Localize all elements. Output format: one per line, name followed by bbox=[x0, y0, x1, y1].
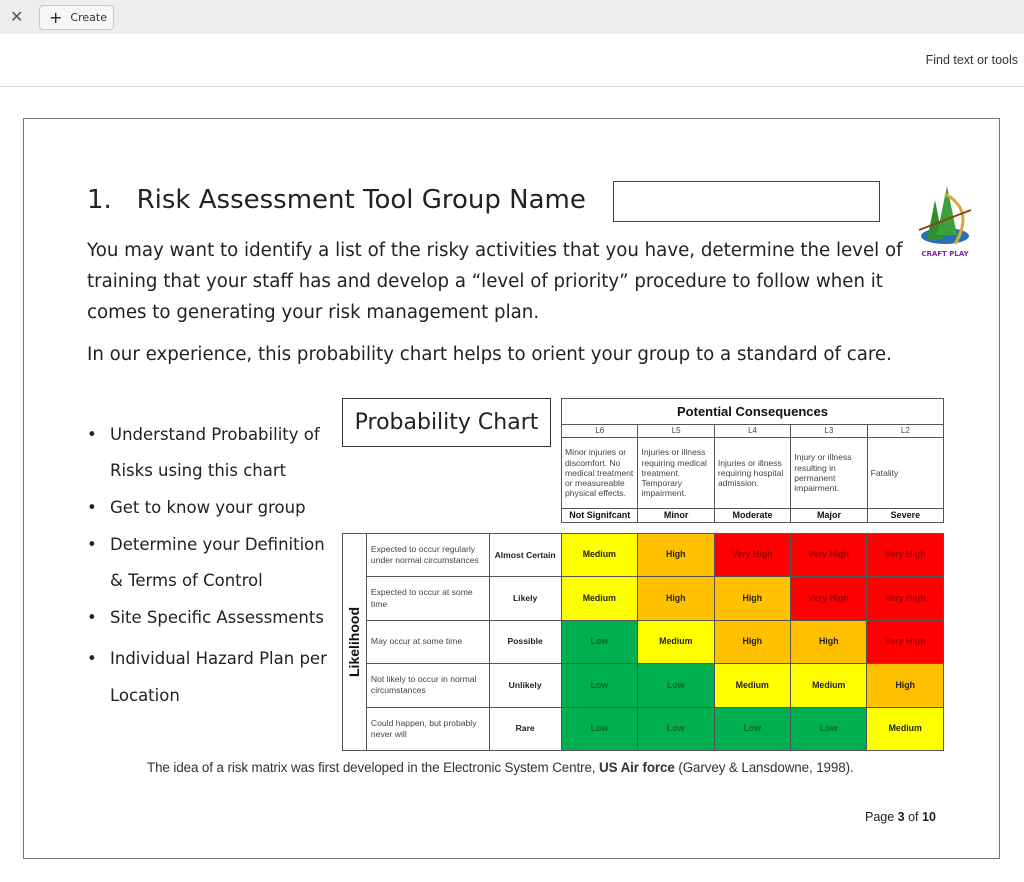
risk-cell: High bbox=[637, 576, 715, 621]
plus-icon: + bbox=[49, 8, 63, 27]
consequence-description: Injuries or illness requiring medical tr… bbox=[637, 437, 715, 509]
risk-cell: Low bbox=[560, 706, 639, 751]
matrix-row: Could happen, but probably never will Rar… bbox=[343, 706, 944, 751]
consequence-severity: Minor bbox=[637, 508, 715, 523]
likelihood-description: Expected to occur at some time bbox=[365, 576, 490, 621]
consequence-level: L2 bbox=[866, 424, 945, 438]
bullet-text: Get to know your group bbox=[110, 498, 306, 517]
group-name-field[interactable] bbox=[613, 181, 880, 222]
consequence-severity: Major bbox=[790, 508, 868, 523]
close-icon[interactable]: ✕ bbox=[10, 7, 24, 26]
logo-image: CRAFT PLAY bbox=[918, 186, 972, 258]
risk-cell: Very High bbox=[866, 532, 944, 578]
consequence-description: Injury or illness resulting in permanent… bbox=[790, 437, 868, 509]
consequence-level: L5 bbox=[637, 424, 715, 438]
consequence-level: L3 bbox=[790, 424, 868, 438]
likelihood-level: Possible bbox=[488, 619, 562, 665]
probability-chart-title: Probability Chart bbox=[342, 398, 551, 447]
find-text-or-tools-button[interactable]: Find text or tools bbox=[925, 53, 1018, 67]
bullet-text: Risks using this chart bbox=[110, 461, 287, 480]
bullet-text: Determine your Definition bbox=[110, 535, 325, 554]
risk-cell: Low bbox=[637, 706, 715, 751]
risk-cell: Very High bbox=[866, 619, 944, 665]
risk-cell: High bbox=[713, 576, 791, 621]
likelihood-label: Likelihood bbox=[346, 606, 363, 677]
risk-cell: Medium bbox=[560, 532, 639, 578]
bullet-text: Individual Hazard Plan per bbox=[110, 649, 327, 668]
risk-cell: Very High bbox=[789, 576, 868, 621]
chart-intro-paragraph: In our experience, this probability char… bbox=[87, 344, 892, 365]
risk-matrix: Likelihood Expected to occur regularly un… bbox=[342, 532, 944, 751]
footnote-citation: (Garvey & Lansdowne, 1998). bbox=[674, 760, 854, 775]
bullet-icon: • bbox=[87, 498, 97, 517]
risk-cell: Low bbox=[637, 663, 715, 708]
risk-cell: Very High bbox=[713, 532, 791, 578]
create-label: Create bbox=[70, 11, 107, 24]
bullet-text: Site Specific Assessments bbox=[110, 608, 324, 627]
page-number: Page 3 of 10 bbox=[865, 810, 936, 824]
intro-paragraph: You may want to identify a list of the r… bbox=[87, 240, 903, 323]
consequences-table: Potential Consequences L6 L5 L4 L3 L2 Minor i… bbox=[560, 398, 945, 523]
likelihood-description: May occur at some time bbox=[365, 619, 490, 665]
likelihood-axis: Likelihood bbox=[342, 533, 367, 751]
bullet-icon: • bbox=[87, 608, 97, 627]
consequence-severity: Not Signifcant bbox=[560, 508, 639, 523]
risk-cell: Medium bbox=[560, 576, 639, 621]
risk-cell: Low bbox=[560, 663, 639, 708]
risk-cell: High bbox=[713, 619, 791, 665]
likelihood-level: Rare bbox=[488, 706, 562, 751]
top-toolbar: ✕ + Create bbox=[0, 0, 1024, 34]
risk-cell: Very High bbox=[866, 576, 944, 621]
risk-cell: Medium bbox=[866, 706, 944, 751]
bullet-text: Understand Probability of bbox=[110, 425, 320, 444]
risk-cell: High bbox=[789, 619, 868, 665]
consequence-severity: Moderate bbox=[713, 508, 792, 523]
page-total: 10 bbox=[922, 810, 936, 824]
consequence-severity: Severe bbox=[866, 508, 945, 523]
risk-cell: Low bbox=[713, 706, 791, 751]
matrix-row: Likelihood Expected to occur regularly un… bbox=[342, 532, 944, 751]
risk-cell: Medium bbox=[637, 619, 715, 665]
svg-text:CRAFT PLAY: CRAFT PLAY bbox=[921, 250, 969, 258]
likelihood-description: Not likely to occur in normal circumstan… bbox=[365, 663, 490, 708]
footnote: The idea of a risk matrix was first deve… bbox=[147, 760, 854, 775]
consequence-description: Minor injuries or discomfort. No medical… bbox=[560, 437, 639, 509]
create-button[interactable]: + Create bbox=[39, 5, 114, 30]
footnote-text: The idea of a risk matrix was first deve… bbox=[147, 760, 600, 775]
matrix-row: Expected to occur at some time Likely Medi… bbox=[343, 576, 944, 621]
consequence-level: L4 bbox=[713, 424, 792, 438]
likelihood-description: Expected to occur regularly under normal… bbox=[365, 532, 490, 578]
likelihood-level: Likely bbox=[488, 576, 562, 621]
likelihood-description: Could happen, but probably never will bbox=[365, 706, 490, 751]
page-label: Page bbox=[865, 810, 898, 824]
risk-cell: Very High bbox=[789, 532, 868, 578]
page-current: 3 bbox=[897, 810, 905, 824]
find-bar: Find text or tools bbox=[0, 34, 1024, 87]
consequences-header: Potential Consequences bbox=[561, 398, 944, 425]
consequence-description: Injuries or illness requiring hospital a… bbox=[713, 437, 792, 509]
footnote-bold: US Air force bbox=[599, 760, 675, 775]
page-of: of bbox=[904, 810, 922, 824]
risk-cell: High bbox=[866, 663, 944, 708]
bullet-icon: • bbox=[87, 425, 97, 444]
consequence-description: Fatality bbox=[866, 437, 945, 509]
risk-cell: Low bbox=[789, 706, 868, 751]
bullet-icon: • bbox=[87, 535, 97, 554]
document-page bbox=[23, 118, 1000, 859]
bullet-text: & Terms of Control bbox=[110, 571, 263, 590]
risk-cell: Medium bbox=[713, 663, 791, 708]
matrix-row: May occur at some time Possible Low Medium H… bbox=[343, 619, 944, 665]
likelihood-level: Almost Certain bbox=[488, 532, 562, 578]
risk-cell: Medium bbox=[789, 663, 868, 708]
likelihood-level: Unlikely bbox=[488, 663, 562, 708]
risk-cell: High bbox=[637, 532, 715, 578]
consequence-level: L6 bbox=[560, 424, 639, 438]
page-title: 1. Risk Assessment Tool Group Name bbox=[87, 185, 586, 215]
matrix-row: Not likely to occur in normal circumstan… bbox=[343, 663, 944, 708]
risk-cell: Low bbox=[560, 619, 639, 665]
bullet-icon: • bbox=[87, 649, 97, 668]
bullet-text: Location bbox=[110, 686, 180, 705]
